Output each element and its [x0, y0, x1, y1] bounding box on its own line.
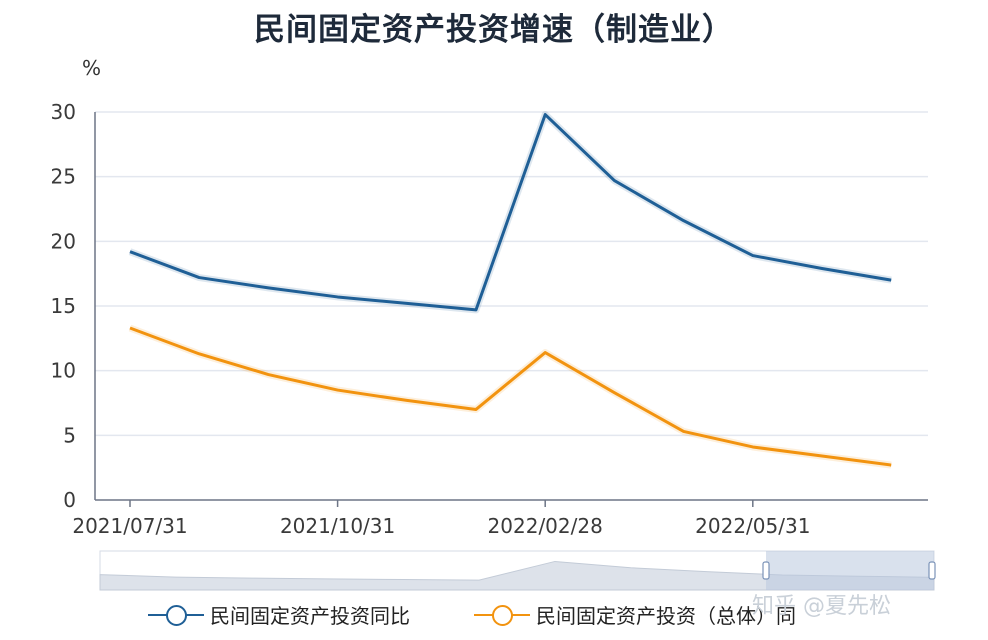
zoom-handle-left[interactable]	[762, 561, 770, 580]
x-tick-label: 2021/07/31	[72, 514, 187, 538]
grid-layer	[95, 111, 928, 437]
y-tick-label: 0	[63, 488, 76, 512]
legend-label: 民间固定资产投资（总体）同	[536, 604, 796, 628]
y-tick-label: 5	[63, 423, 76, 447]
y-axis-unit: %	[82, 56, 102, 80]
y-tick-label: 25	[51, 165, 76, 189]
series-layer	[128, 111, 892, 469]
y-tick-label: 15	[51, 294, 76, 318]
legend-circle-line-icon	[148, 601, 204, 629]
x-tick-label: 2022/02/28	[488, 514, 603, 538]
series-2-line-glow	[128, 324, 892, 469]
axis-layer: 0 5 10 15 20 25 30 2021/07/31 2021/10/31 2022/02/…	[51, 100, 928, 538]
zoom-window	[766, 551, 934, 590]
y-tick-label: 10	[51, 359, 76, 383]
watermark: 知乎 @夏先松	[752, 594, 891, 619]
zoom-handle-right[interactable]	[928, 561, 936, 580]
data-zoom-slider	[99, 550, 936, 591]
legend-label: 民间固定资产投资同比	[210, 604, 410, 628]
series-1-line	[129, 113, 892, 312]
chart-title: 民间固定资产投资增速（制造业）	[254, 12, 734, 48]
series-2-line	[129, 326, 892, 467]
legend: 民间固定资产投资同比 民间固定资产投资（总体）同	[0, 598, 988, 634]
y-tick-label: 20	[51, 229, 76, 253]
legend-item-series-2[interactable]: 民间固定资产投资（总体）同	[474, 600, 796, 629]
y-tick-label: 30	[51, 100, 76, 124]
x-tick-label: 2021/10/31	[280, 514, 395, 538]
legend-item-series-1[interactable]: 民间固定资产投资同比	[148, 600, 410, 629]
legend-circle-line-icon	[474, 601, 530, 629]
x-tick-label: 2022/05/31	[695, 514, 810, 538]
